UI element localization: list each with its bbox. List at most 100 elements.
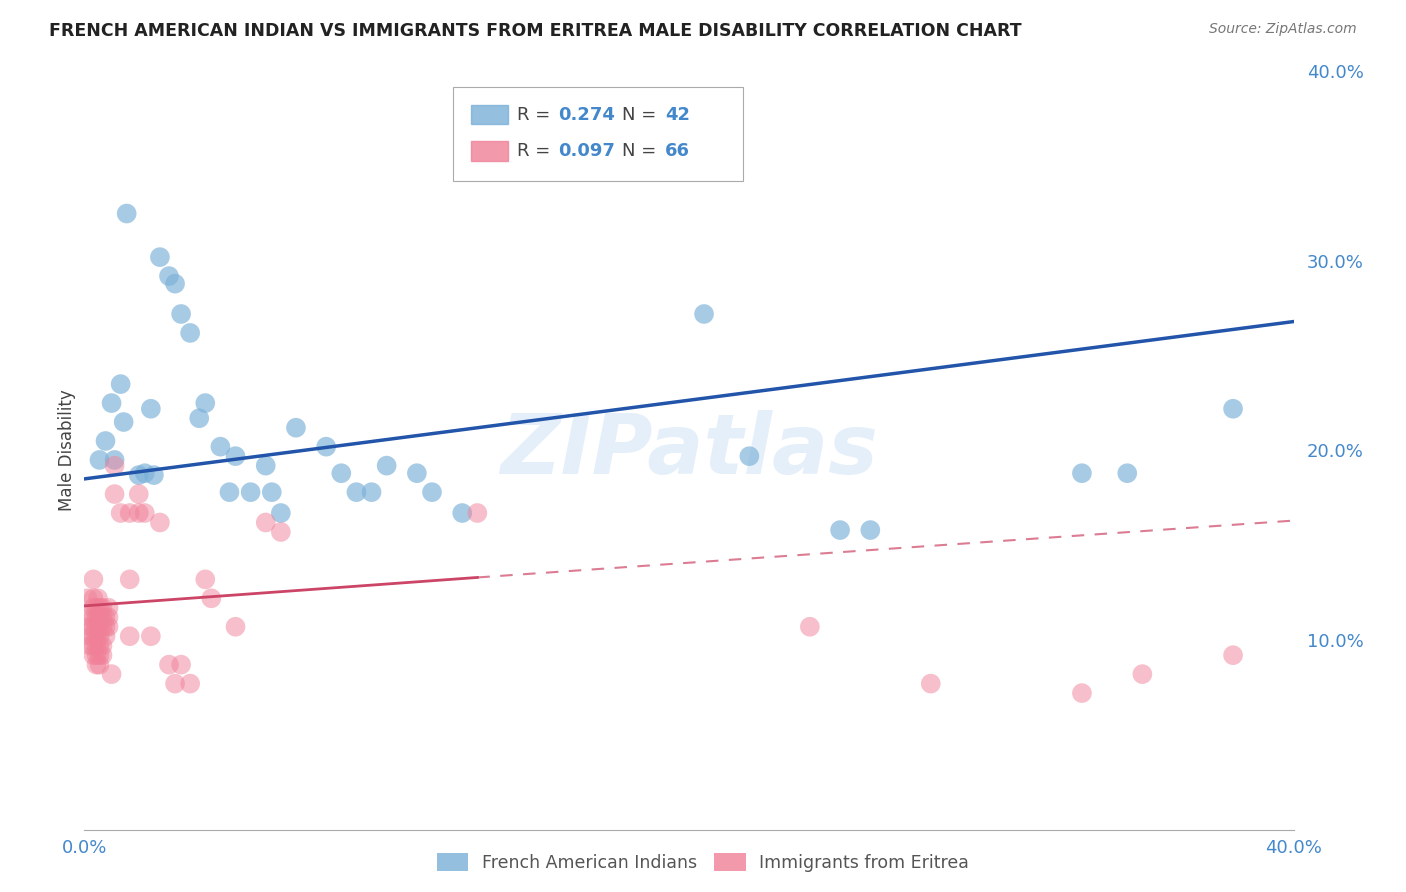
Point xyxy=(149,516,172,530)
Point xyxy=(86,639,108,653)
Point xyxy=(82,620,104,634)
Point xyxy=(97,600,120,615)
Point xyxy=(239,485,262,500)
Point xyxy=(89,620,111,634)
Point xyxy=(157,269,180,284)
Point xyxy=(142,468,165,483)
Point xyxy=(330,467,353,481)
Point xyxy=(76,591,98,606)
Point xyxy=(1222,401,1244,416)
Point xyxy=(89,453,111,467)
Point xyxy=(406,467,429,481)
Text: R =: R = xyxy=(517,105,557,124)
Point xyxy=(82,573,104,587)
Point xyxy=(97,610,120,624)
Point xyxy=(346,485,368,500)
Y-axis label: Male Disability: Male Disability xyxy=(58,390,76,511)
Point xyxy=(79,639,101,653)
Point xyxy=(91,600,114,615)
Point xyxy=(86,610,108,624)
FancyBboxPatch shape xyxy=(453,87,744,181)
Point xyxy=(91,620,114,634)
Point xyxy=(194,573,217,587)
Text: R =: R = xyxy=(517,142,557,160)
Point xyxy=(91,639,114,653)
Point xyxy=(179,326,201,340)
Point xyxy=(87,591,110,606)
Point xyxy=(270,524,292,539)
Point xyxy=(82,591,104,606)
Point xyxy=(1222,648,1244,662)
Point xyxy=(79,629,101,643)
Point xyxy=(97,620,120,634)
Point xyxy=(693,307,716,321)
Point xyxy=(179,676,201,690)
Point xyxy=(94,434,117,448)
Text: 42: 42 xyxy=(665,105,690,124)
Point xyxy=(170,307,193,321)
Point xyxy=(139,401,162,416)
Point xyxy=(128,468,150,483)
Point xyxy=(94,610,117,624)
Point xyxy=(100,396,122,410)
Point xyxy=(451,506,474,520)
Point xyxy=(188,411,211,425)
Point xyxy=(110,506,132,520)
Point xyxy=(89,639,111,653)
Point xyxy=(315,440,337,454)
Point xyxy=(134,506,156,520)
Point xyxy=(420,485,443,500)
Point xyxy=(209,440,232,454)
Point xyxy=(82,639,104,653)
Point xyxy=(94,629,117,643)
Point xyxy=(254,516,277,530)
Point xyxy=(218,485,240,500)
Point xyxy=(254,458,277,473)
Point xyxy=(82,629,104,643)
Point xyxy=(128,487,150,501)
Text: 0.097: 0.097 xyxy=(558,142,616,160)
Point xyxy=(194,396,217,410)
Point xyxy=(830,523,852,537)
Point xyxy=(1071,686,1094,700)
Point xyxy=(678,136,700,151)
Point xyxy=(285,421,308,435)
Point xyxy=(104,453,127,467)
Point xyxy=(1116,467,1139,481)
Point xyxy=(86,657,108,672)
Point xyxy=(86,629,108,643)
Point xyxy=(110,377,132,392)
Legend: French American Indians, Immigrants from Eritrea: French American Indians, Immigrants from… xyxy=(430,847,976,879)
Point xyxy=(165,676,187,690)
Bar xyxy=(471,104,508,125)
Point xyxy=(89,610,111,624)
Text: FRENCH AMERICAN INDIAN VS IMMIGRANTS FROM ERITREA MALE DISABILITY CORRELATION CH: FRENCH AMERICAN INDIAN VS IMMIGRANTS FRO… xyxy=(49,22,1022,40)
Point xyxy=(94,620,117,634)
Text: Source: ZipAtlas.com: Source: ZipAtlas.com xyxy=(1209,22,1357,37)
Point xyxy=(112,415,135,429)
Point xyxy=(139,629,162,643)
Point xyxy=(467,506,489,520)
Text: ZIPatlas: ZIPatlas xyxy=(501,410,877,491)
Point xyxy=(1130,667,1153,681)
Point xyxy=(82,600,104,615)
Point xyxy=(225,449,247,463)
Point xyxy=(91,610,114,624)
Point xyxy=(157,657,180,672)
Text: 0.274: 0.274 xyxy=(558,105,616,124)
Point xyxy=(82,610,104,624)
Point xyxy=(920,676,942,690)
Point xyxy=(100,667,122,681)
Point xyxy=(86,600,108,615)
Point xyxy=(82,648,104,662)
Bar xyxy=(471,141,508,161)
Point xyxy=(1071,467,1094,481)
Text: 66: 66 xyxy=(665,142,690,160)
Point xyxy=(375,458,398,473)
Point xyxy=(859,523,882,537)
Point xyxy=(79,620,101,634)
Point xyxy=(89,629,111,643)
Point xyxy=(118,629,141,643)
Point xyxy=(104,458,127,473)
Point xyxy=(200,591,222,606)
